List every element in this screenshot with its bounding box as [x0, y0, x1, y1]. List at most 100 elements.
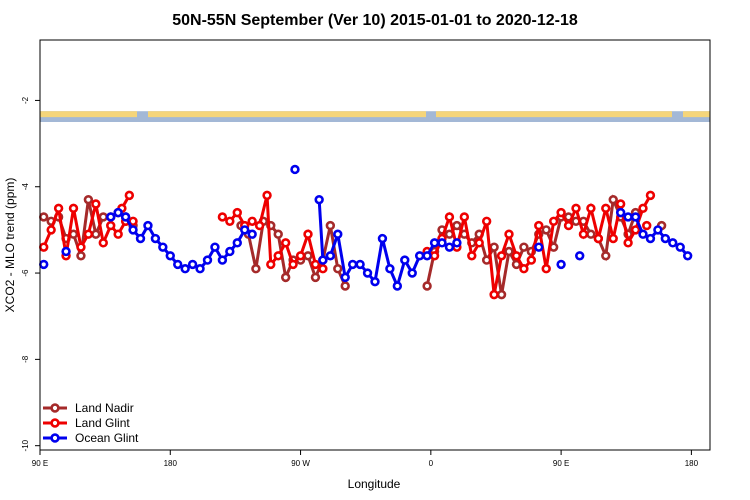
- data-point: [682, 251, 693, 261]
- y-axis-label: XCO2 - MLO trend (ppm): [3, 178, 17, 313]
- data-point: [91, 199, 101, 209]
- data-point: [385, 264, 395, 274]
- data-point: [158, 242, 168, 252]
- data-point: [429, 251, 440, 261]
- data-point: [340, 281, 350, 291]
- data-point: [280, 272, 291, 283]
- data-point: [135, 233, 146, 244]
- x-tick-label: 180: [164, 459, 178, 468]
- data-point: [266, 259, 276, 270]
- data-point: [295, 251, 306, 261]
- data-point: [642, 220, 652, 231]
- data-point: [240, 225, 250, 235]
- data-point: [534, 220, 544, 231]
- data-point: [91, 229, 101, 239]
- x-tick-label: 180: [685, 459, 699, 468]
- data-point: [496, 251, 507, 261]
- x-tick-label: 0: [429, 459, 434, 468]
- data-point: [247, 216, 257, 226]
- data-point: [83, 229, 94, 239]
- data-point: [467, 251, 477, 261]
- data-point: [217, 255, 228, 265]
- data-point: [273, 229, 283, 239]
- data-point: [340, 272, 350, 283]
- data-point: [452, 220, 462, 231]
- data-point: [76, 242, 86, 252]
- plot-frame: [39, 39, 711, 451]
- data-point: [333, 229, 343, 239]
- data-point: [459, 212, 470, 222]
- data-point: [225, 246, 235, 257]
- data-point: [548, 216, 559, 226]
- data-point: [39, 212, 49, 222]
- data-point: [310, 272, 321, 283]
- data-point: [53, 203, 64, 214]
- data-point: [489, 242, 499, 252]
- data-point: [437, 238, 447, 248]
- land-strip: [40, 111, 137, 118]
- data-point: [541, 225, 551, 235]
- data-point: [422, 251, 432, 261]
- data-point: [325, 220, 336, 231]
- data-point: [377, 233, 388, 244]
- y-tick-label: -2: [21, 96, 30, 104]
- data-point: [247, 229, 257, 239]
- data-point: [630, 212, 641, 222]
- data-point: [653, 225, 663, 235]
- x-axis-label: Longitude: [348, 477, 401, 491]
- data-point: [370, 276, 380, 287]
- land-ocean-strip: [40, 111, 710, 122]
- data-point: [210, 242, 220, 252]
- data-point: [39, 259, 49, 270]
- plot-area: [39, 164, 693, 300]
- y-tick-label: -4: [21, 183, 30, 191]
- data-point: [76, 251, 86, 261]
- data-point: [526, 255, 537, 265]
- data-point: [195, 264, 205, 274]
- data-point: [225, 216, 235, 226]
- data-point: [563, 220, 574, 231]
- data-point: [586, 229, 596, 239]
- data-point: [489, 289, 499, 300]
- data-point: [444, 242, 455, 252]
- legend-label: Ocean Glint: [75, 431, 139, 445]
- data-point: [68, 203, 79, 214]
- data-point: [496, 289, 507, 300]
- legend-swatch-marker: [50, 418, 60, 428]
- data-point: [120, 212, 131, 222]
- data-point: [113, 207, 123, 218]
- data-point: [519, 242, 529, 252]
- data-point: [202, 255, 213, 265]
- data-point: [575, 251, 585, 261]
- data-point: [519, 264, 529, 274]
- data-point: [601, 251, 611, 261]
- data-point: [333, 264, 343, 274]
- legend-swatch-marker: [50, 403, 60, 413]
- data-point: [314, 194, 324, 205]
- data-point: [586, 203, 596, 214]
- data-point: [217, 212, 228, 222]
- data-point: [615, 199, 626, 209]
- data-point: [46, 225, 56, 235]
- data-point: [534, 242, 544, 252]
- data-point: [414, 251, 425, 261]
- chart-title: 50N-55N September (Ver 10) 2015-01-01 to…: [172, 12, 578, 29]
- data-point: [303, 229, 313, 239]
- data-point: [251, 264, 261, 274]
- data-point: [668, 238, 678, 248]
- data-point: [474, 238, 484, 248]
- data-point: [422, 281, 432, 291]
- y-tick-label: -6: [21, 269, 30, 277]
- data-point: [280, 238, 291, 248]
- data-point: [310, 259, 321, 270]
- data-point: [98, 212, 108, 222]
- data-point: [325, 251, 336, 261]
- y-tick-label: -8: [21, 355, 30, 363]
- x-axis: 90 E 180 90 W 0 90 E 180: [32, 450, 699, 468]
- data-point: [318, 264, 328, 274]
- data-point: [407, 268, 417, 278]
- data-point: [262, 190, 272, 201]
- land-strip: [436, 111, 672, 118]
- data-point: [165, 251, 175, 261]
